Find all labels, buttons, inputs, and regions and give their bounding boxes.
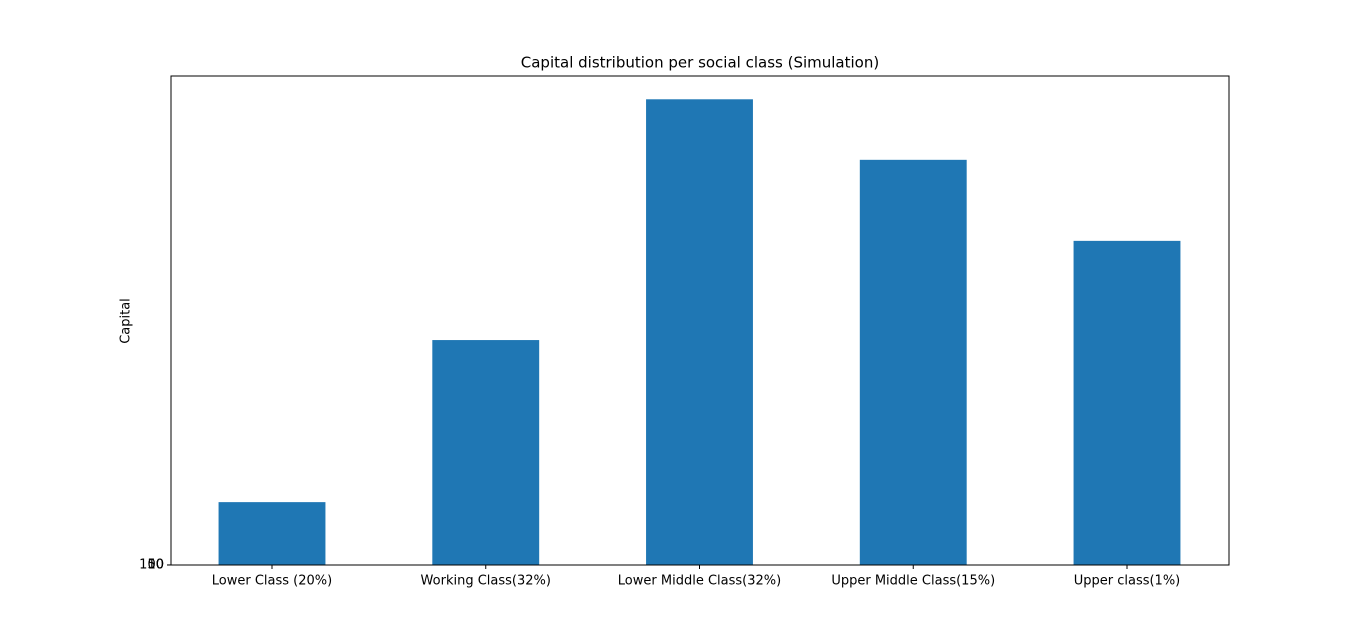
- x-tick-label: Lower Middle Class(32%): [618, 574, 781, 589]
- x-tick-label: Lower Class (20%): [212, 574, 332, 589]
- bar: [859, 159, 967, 566]
- bar: [1073, 240, 1181, 565]
- bar: [218, 502, 326, 565]
- y-tick-label: 10: [147, 557, 164, 572]
- y-tick-label: 50: [147, 557, 164, 572]
- x-tick-label: Upper Middle Class(15%): [831, 574, 995, 589]
- y-tick-label: 100: [139, 557, 164, 572]
- bar: [646, 99, 753, 566]
- plot-frame: [170, 75, 1230, 566]
- bar: [432, 340, 540, 565]
- chart-title: Capital distribution per social class (S…: [521, 54, 879, 72]
- y-axis-label: Capital: [119, 298, 134, 344]
- x-tick-label: Working Class(32%): [421, 574, 551, 589]
- x-tick-label: Upper class(1%): [1074, 574, 1181, 589]
